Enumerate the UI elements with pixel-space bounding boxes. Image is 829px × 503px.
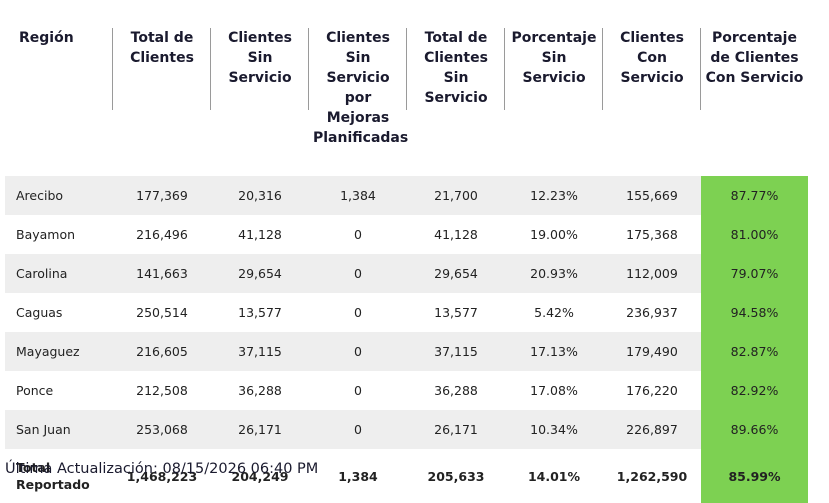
cell-percent-without: 14.01% (505, 449, 603, 503)
cell-planned: 0 (309, 293, 407, 332)
cell-region: Arecibo (5, 176, 113, 215)
cell-without-service: 26,171 (211, 410, 309, 449)
header-region: Región (5, 0, 113, 148)
table-row: Mayaguez 216,605 37,115 0 37,115 17.13% 179,49… (5, 332, 808, 371)
cell-total-without-service: 37,115 (407, 332, 505, 371)
cell-planned: 0 (309, 371, 407, 410)
cell-with-service: 226,897 (603, 410, 701, 449)
cell-region: Caguas (5, 293, 113, 332)
cell-planned: 0 (309, 215, 407, 254)
cell-without-service: 41,128 (211, 215, 309, 254)
cell-without-service: 37,115 (211, 332, 309, 371)
cell-percent-without: 19.00% (505, 215, 603, 254)
cell-planned: 1,384 (309, 449, 407, 503)
cell-total-clients: 177,369 (113, 176, 211, 215)
cell-percent-without: 12.23% (505, 176, 603, 215)
cell-percent-with: 82.87% (701, 332, 808, 371)
cell-planned: 0 (309, 332, 407, 371)
table-row: Bayamon 216,496 41,128 0 41,128 19.00% 175,368… (5, 215, 808, 254)
table-row: Carolina 141,663 29,654 0 29,654 20.93% 112,00… (5, 254, 808, 293)
cell-total-without-service: 29,654 (407, 254, 505, 293)
cell-with-service: 236,937 (603, 293, 701, 332)
cell-with-service: 175,368 (603, 215, 701, 254)
cell-percent-with: 82.92% (701, 371, 808, 410)
outage-table-container: Región Total de Clientes Clientes Sin Se… (5, 0, 808, 503)
outage-table: Región Total de Clientes Clientes Sin Se… (5, 0, 808, 503)
cell-total-clients: 250,514 (113, 293, 211, 332)
table-body: Arecibo 177,369 20,316 1,384 21,700 12.23% 155… (5, 176, 808, 503)
cell-percent-with: 79.07% (701, 254, 808, 293)
cell-region: Ponce (5, 371, 113, 410)
table-row: Ponce 212,508 36,288 0 36,288 17.08% 176,220 82… (5, 371, 808, 410)
cell-total-without-service: 205,633 (407, 449, 505, 503)
cell-total-without-service: 26,171 (407, 410, 505, 449)
header-clients-without-service-planned: Clientes Sin Servicio por Mejoras Planif… (309, 0, 408, 148)
cell-percent-with: 89.66% (701, 410, 808, 449)
cell-with-service: 1,262,590 (603, 449, 701, 503)
header-clients-with-service: Clientes Con Servicio (603, 0, 701, 148)
cell-planned: 0 (309, 410, 407, 449)
last-updated: Última Actualización: 08/15/2026 06:40 P… (5, 461, 319, 477)
cell-total-without-service: 13,577 (407, 293, 505, 332)
cell-percent-without: 20.93% (505, 254, 603, 293)
cell-without-service: 29,654 (211, 254, 309, 293)
cell-without-service: 36,288 (211, 371, 309, 410)
cell-percent-with: 94.58% (701, 293, 808, 332)
cell-without-service: 13,577 (211, 293, 309, 332)
header-clients-without-service: Clientes Sin Servicio (211, 0, 309, 148)
cell-total-clients: 253,068 (113, 410, 211, 449)
cell-percent-with: 81.00% (701, 215, 808, 254)
header-percent-without-service: Porcentaje Sin Servicio (505, 0, 603, 148)
cell-total-clients: 141,663 (113, 254, 211, 293)
cell-with-service: 179,490 (603, 332, 701, 371)
header-percent-with-service: Porcentaje de Clientes Con Servicio (705, 30, 804, 86)
cell-total-clients: 216,605 (113, 332, 211, 371)
table-header: Región Total de Clientes Clientes Sin Se… (5, 0, 808, 176)
cell-percent-with: 85.99% (701, 449, 808, 503)
header-total-clients: Total de Clientes (113, 0, 211, 148)
table-row: Arecibo 177,369 20,316 1,384 21,700 12.23% 155… (5, 176, 808, 215)
cell-with-service: 176,220 (603, 371, 701, 410)
header-total-clients-without-service: Total de Clientes Sin Servicio (407, 0, 505, 148)
cell-percent-without: 5.42% (505, 293, 603, 332)
cell-planned: 1,384 (309, 176, 407, 215)
cell-planned: 0 (309, 254, 407, 293)
cell-region: Bayamon (5, 215, 113, 254)
table-row: San Juan 253,068 26,171 0 26,171 10.34% 226,89… (5, 410, 808, 449)
cell-percent-without: 10.34% (505, 410, 603, 449)
cell-percent-without: 17.13% (505, 332, 603, 371)
cell-total-clients: 212,508 (113, 371, 211, 410)
cell-region: Carolina (5, 254, 113, 293)
cell-total-without-service: 21,700 (407, 176, 505, 215)
cell-with-service: 112,009 (603, 254, 701, 293)
cell-with-service: 155,669 (603, 176, 701, 215)
cell-without-service: 20,316 (211, 176, 309, 215)
cell-percent-with: 87.77% (701, 176, 808, 215)
cell-total-without-service: 41,128 (407, 215, 505, 254)
cell-total-clients: 216,496 (113, 215, 211, 254)
cell-region: Mayaguez (5, 332, 113, 371)
cell-total-without-service: 36,288 (407, 371, 505, 410)
cell-region: San Juan (5, 410, 113, 449)
table-row: Caguas 250,514 13,577 0 13,577 5.42% 236,937 94… (5, 293, 808, 332)
cell-percent-without: 17.08% (505, 371, 603, 410)
